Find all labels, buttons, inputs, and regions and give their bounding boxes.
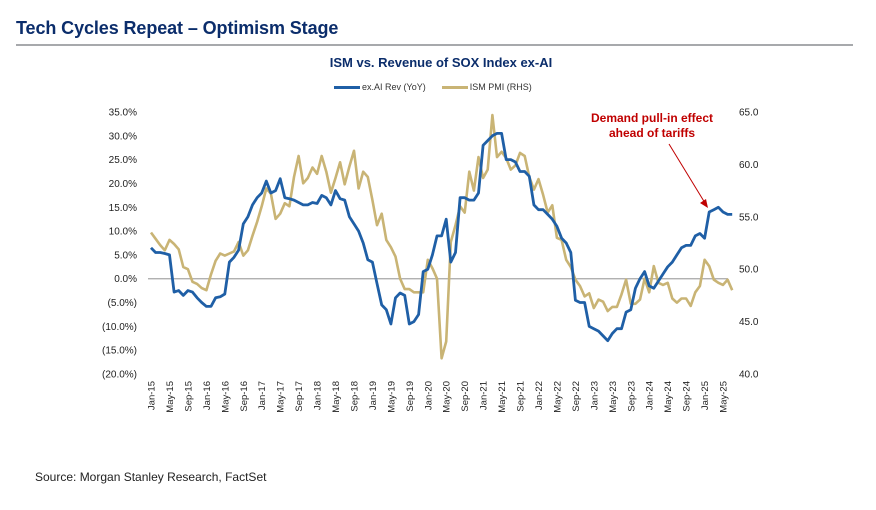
left-axis-tick-label: (15.0%) xyxy=(102,346,137,357)
right-axis-tick-label: 55.0 xyxy=(739,212,759,223)
left-axis-tick-label: 25.0% xyxy=(109,155,137,166)
chart-title-text: ISM vs. Revenue of SOX Index ex-AI xyxy=(329,55,553,70)
x-axis-tick-label: Jan-24 xyxy=(645,381,656,410)
x-axis-tick-label: May-15 xyxy=(165,381,176,413)
x-axis-tick-label: Sep-18 xyxy=(349,381,360,412)
legend-label-pmi: ISM PMI (RHS) xyxy=(469,82,532,92)
x-axis-tick-label: Jan-16 xyxy=(202,381,213,410)
annotation: Demand pull-in effect ahead of tariffs xyxy=(591,111,713,208)
x-axis-tick-label: May-24 xyxy=(663,381,674,413)
x-axis-tick-label: Jan-25 xyxy=(700,381,711,410)
right-axis-tick-label: 40.0 xyxy=(739,370,759,381)
x-axis-tick-label: Sep-17 xyxy=(294,381,305,412)
x-axis-tick-label: Sep-16 xyxy=(239,381,250,412)
x-axis-tick-label: Jan-18 xyxy=(313,381,324,410)
x-axis-tick-label: Jan-19 xyxy=(368,381,379,410)
chart-legend: ex.AI Rev (YoY) ISM PMI (RHS) xyxy=(334,82,548,92)
x-axis-tick-label: Jan-21 xyxy=(479,381,490,410)
x-axis-tick-label: Sep-24 xyxy=(682,381,693,412)
left-axis-tick-label: 0.0% xyxy=(114,274,137,285)
x-axis-ticks: Jan-15 May-15 Sep-15 Jan-16 May-16 Sep-16 Jan-… xyxy=(147,381,730,413)
x-axis-tick-label: Sep-19 xyxy=(405,381,416,412)
x-axis-tick-label: May-17 xyxy=(276,381,287,413)
left-axis-tick-label: (5.0%) xyxy=(108,298,137,309)
legend-swatch-pmi xyxy=(441,85,468,89)
right-axis-tick-label: 50.0 xyxy=(739,265,759,276)
series-line-ex-ai-rev xyxy=(149,131,733,343)
right-axis-tick-label: 45.0 xyxy=(739,317,759,328)
legend-swatch-rev xyxy=(334,85,360,89)
x-axis-tick-label: May-22 xyxy=(552,381,563,413)
x-axis-tick-label: Sep-22 xyxy=(571,381,582,412)
title-divider xyxy=(16,44,853,46)
left-axis-ticks: 35.0% 30.0% 25.0% 20.0% 15.0% 10.0% 5.0% 0.0% (5… xyxy=(102,108,137,381)
left-axis-tick-label: 5.0% xyxy=(114,250,137,261)
left-axis-tick-label: (10.0%) xyxy=(102,322,137,333)
x-axis-tick-label: Jan-22 xyxy=(534,381,545,410)
legend-item-rev: ex.AI Rev (YoY) xyxy=(334,82,426,92)
x-axis-tick-label: Jan-15 xyxy=(147,381,158,410)
x-axis-tick-label: Jan-23 xyxy=(589,381,600,410)
x-axis-tick-label: May-19 xyxy=(386,381,397,413)
x-axis-tick-label: May-18 xyxy=(331,381,342,413)
left-axis-tick-label: 15.0% xyxy=(109,203,137,214)
x-axis-tick-label: May-16 xyxy=(220,381,231,413)
chart-title: ISM vs. Revenue of SOX Index ex-AI xyxy=(0,55,876,70)
annotation-text-line-2: ahead of tariffs xyxy=(609,126,695,140)
x-axis-tick-label: Jan-17 xyxy=(257,381,268,410)
x-axis-tick-label: May-23 xyxy=(608,381,619,413)
right-axis-ticks: 65.0 60.0 55.0 50.0 45.0 40.0 xyxy=(739,108,759,381)
x-axis-tick-label: Jan-20 xyxy=(423,381,434,410)
x-axis-tick-label: Sep-20 xyxy=(460,381,471,412)
left-axis-tick-label: (20.0%) xyxy=(102,370,137,381)
x-axis-tick-label: May-20 xyxy=(442,381,453,413)
legend-item-pmi: ISM PMI (RHS) xyxy=(441,82,532,92)
annotation-arrowhead-icon xyxy=(700,199,708,208)
right-axis-tick-label: 65.0 xyxy=(739,108,759,119)
left-axis-tick-label: 20.0% xyxy=(109,179,137,190)
legend-label-rev: ex.AI Rev (YoY) xyxy=(362,82,426,92)
annotation-text-line-1: Demand pull-in effect xyxy=(591,111,713,125)
page-title: Tech Cycles Repeat – Optimism Stage xyxy=(16,18,339,38)
series-line-ism-pmi xyxy=(149,113,734,360)
left-axis-tick-label: 10.0% xyxy=(109,227,137,238)
x-axis-tick-label: May-21 xyxy=(497,381,508,413)
left-axis-tick-label: 35.0% xyxy=(109,108,137,119)
annotation-arrow xyxy=(668,143,706,204)
x-axis-tick-label: Sep-23 xyxy=(626,381,637,412)
x-axis-tick-label: Sep-21 xyxy=(516,381,527,412)
left-axis-tick-label: 30.0% xyxy=(109,131,137,142)
source-note: Source: Morgan Stanley Research, FactSet xyxy=(35,470,267,484)
x-axis-tick-label: Sep-15 xyxy=(183,381,194,412)
right-axis-tick-label: 60.0 xyxy=(739,160,759,171)
x-axis-tick-label: May-25 xyxy=(719,381,730,413)
